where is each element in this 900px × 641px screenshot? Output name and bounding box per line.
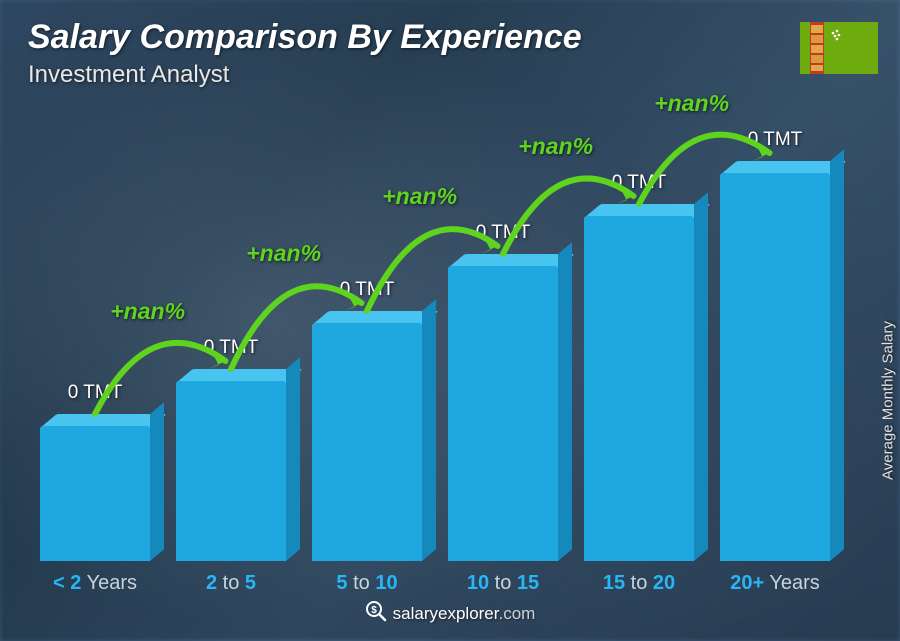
bar — [176, 381, 286, 561]
increase-label: +nan% — [518, 133, 593, 160]
bar-value-label: 0 TMT — [584, 172, 694, 194]
x-axis-label: 20+ Years — [720, 572, 830, 595]
bar — [448, 266, 558, 561]
footer-tld-text: .com — [498, 604, 535, 623]
bar-value-label: 0 TMT — [176, 337, 286, 359]
x-axis-label: 5 to 10 — [312, 572, 422, 595]
chart-title: Salary Comparison By Experience — [28, 18, 582, 57]
x-axis-label: 10 to 15 — [448, 572, 558, 595]
bar-value-label: 0 TMT — [720, 129, 830, 151]
bar-value-label: 0 TMT — [448, 222, 558, 244]
chart-header: Salary Comparison By Experience Investme… — [28, 18, 582, 89]
bar-value-label: 0 TMT — [312, 279, 422, 301]
increase-label: +nan% — [246, 240, 321, 267]
bar — [40, 426, 150, 561]
bar-group: 0 TMT20+ Years — [720, 173, 830, 561]
increase-label: +nan% — [110, 298, 185, 325]
svg-text:$: $ — [371, 605, 377, 616]
bar-group: 0 TMT10 to 15 — [448, 266, 558, 561]
bar — [312, 323, 422, 561]
bar-group: 0 TMT2 to 5 — [176, 381, 286, 561]
bar — [584, 216, 694, 561]
chart-container: Salary Comparison By Experience Investme… — [0, 0, 900, 641]
footer: $ salaryexplorer.com — [0, 600, 900, 627]
magnifier-dollar-icon: $ — [365, 600, 387, 627]
chart-subtitle: Investment Analyst — [28, 61, 582, 89]
bar-group: 0 TMT15 to 20 — [584, 216, 694, 561]
country-flag-icon — [800, 22, 878, 74]
bar-group: 0 TMT< 2 Years — [40, 426, 150, 561]
site-logo: $ salaryexplorer.com — [365, 600, 536, 627]
bar-group: 0 TMT5 to 10 — [312, 323, 422, 561]
bar — [720, 173, 830, 561]
footer-site-name: salaryexplorer.com — [393, 604, 536, 624]
y-axis-label: Average Monthly Salary — [880, 321, 897, 480]
chart-area: 0 TMT< 2 Years0 TMT2 to 5 +nan% 0 TMT5 to … — [40, 121, 840, 561]
bar-value-label: 0 TMT — [40, 382, 150, 404]
increase-label: +nan% — [654, 90, 729, 117]
footer-site-text: salaryexplorer — [393, 604, 499, 623]
x-axis-label: 2 to 5 — [176, 572, 286, 595]
increase-label: +nan% — [382, 183, 457, 210]
x-axis-label: < 2 Years — [40, 572, 150, 595]
x-axis-label: 15 to 20 — [584, 572, 694, 595]
